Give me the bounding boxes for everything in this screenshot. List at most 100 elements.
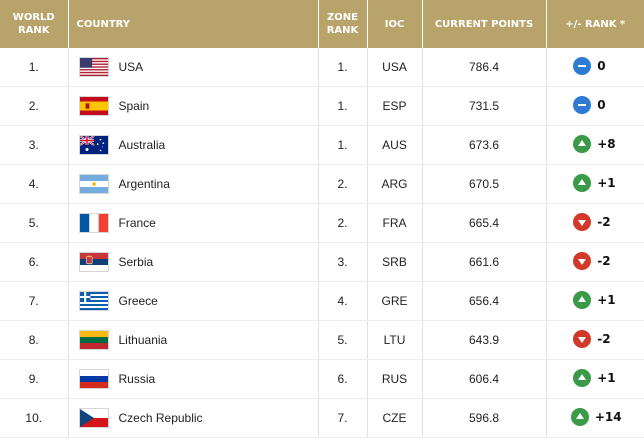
rank-change-value: +8 [597, 136, 616, 151]
table-row[interactable]: 10. Czech Republic 7. CZE 596.8 +14 [0, 398, 644, 438]
rank-change-cell: -2 [546, 320, 644, 360]
arrow-down-icon [573, 329, 592, 348]
current-points: 665.4 [422, 203, 547, 243]
world-rank: 9. [0, 359, 69, 399]
country-cell[interactable]: Russia [68, 359, 319, 399]
ioc-code: RUS [367, 359, 423, 399]
table-row[interactable]: 1. USA 1. USA 786.4 0 [0, 48, 644, 87]
table-row[interactable]: 8. Lithuania 5. LTU 643.9 -2 [0, 320, 644, 360]
country-cell[interactable]: France [68, 203, 319, 243]
current-points: 731.5 [422, 86, 547, 126]
world-rank: 8. [0, 320, 69, 360]
rank-change-cell: +14 [546, 398, 644, 438]
world-rank: 1. [0, 48, 69, 87]
country-name[interactable]: Argentina [118, 177, 170, 191]
rank-change-cell: 0 [546, 48, 644, 87]
country-cell[interactable]: Australia [68, 125, 319, 165]
no-change-icon [573, 95, 592, 114]
country-cell[interactable]: Greece [68, 281, 319, 321]
ioc-code: AUS [367, 125, 423, 165]
rank-change-value: +1 [597, 292, 616, 307]
arrow-down-icon [573, 251, 592, 270]
current-points: 661.6 [422, 242, 547, 282]
rank-change-value: 0 [597, 58, 606, 73]
zone-rank: 1. [318, 48, 368, 87]
header-country[interactable]: COUNTRY [68, 0, 319, 48]
country-cell[interactable]: Serbia [68, 242, 319, 282]
country-cell[interactable]: Lithuania [68, 320, 319, 360]
ioc-code: ESP [367, 86, 423, 126]
rank-change-cell: +1 [546, 281, 644, 321]
table-row[interactable]: 7. Greece 4. GRE 656.4 +1 [0, 281, 644, 321]
current-points: 596.8 [422, 398, 547, 438]
world-rank: 4. [0, 164, 69, 204]
table-row[interactable]: 3. Australia 1. AUS 673.6 +8 [0, 125, 644, 165]
table-row[interactable]: 2. Spain 1. ESP 731.5 0 [0, 86, 644, 126]
zone-rank: 2. [318, 164, 368, 204]
country-cell[interactable]: Argentina [68, 164, 319, 204]
ioc-code: ARG [367, 164, 423, 204]
rank-change-value: -2 [597, 214, 611, 229]
rank-change-cell: -2 [546, 242, 644, 282]
header-world-rank[interactable]: WORLD RANK [0, 0, 69, 48]
header-row: WORLD RANK COUNTRY ZONE RANK IOC CURRENT… [0, 0, 644, 48]
current-points: 673.6 [422, 125, 547, 165]
ioc-code: SRB [367, 242, 423, 282]
ioc-code: USA [367, 48, 423, 87]
country-name[interactable]: Greece [118, 294, 158, 308]
country-name[interactable]: Czech Republic [118, 411, 203, 425]
zone-rank: 2. [318, 203, 368, 243]
country-name[interactable]: Lithuania [118, 333, 168, 347]
ioc-code: FRA [367, 203, 423, 243]
world-rank: 6. [0, 242, 69, 282]
world-rank: 10. [0, 398, 69, 438]
country-name[interactable]: France [118, 216, 156, 230]
country-name[interactable]: Australia [118, 138, 166, 152]
lithuania-flag-icon [78, 330, 109, 350]
table-row[interactable]: 5. France 2. FRA 665.4 -2 [0, 203, 644, 243]
country-name[interactable]: Serbia [118, 255, 154, 269]
table-row[interactable]: 9. Russia 6. RUS 606.4 +1 [0, 359, 644, 399]
zone-rank: 5. [318, 320, 368, 360]
world-rank: 3. [0, 125, 69, 165]
zone-rank: 7. [318, 398, 368, 438]
rank-change-cell: +1 [546, 359, 644, 399]
current-points: 670.5 [422, 164, 547, 204]
country-cell[interactable]: Czech Republic [68, 398, 319, 438]
country-name[interactable]: Russia [118, 372, 156, 386]
country-cell[interactable]: USA [68, 48, 319, 87]
country-name[interactable]: USA [118, 60, 144, 74]
current-points: 786.4 [422, 48, 547, 87]
current-points: 656.4 [422, 281, 547, 321]
france-flag-icon [78, 213, 109, 233]
country-name[interactable]: Spain [118, 99, 150, 113]
table-row[interactable]: 4. Argentina 2. ARG 670.5 +1 [0, 164, 644, 204]
header-rank-change[interactable]: +/- RANK * [546, 0, 644, 48]
rank-change-value: -2 [597, 253, 611, 268]
arrow-up-icon [573, 368, 592, 387]
czech-republic-flag-icon [78, 408, 109, 428]
arrow-down-icon [573, 212, 592, 231]
world-rank: 7. [0, 281, 69, 321]
rank-change-cell: +1 [546, 164, 644, 204]
header-zone-rank[interactable]: ZONE RANK [318, 0, 368, 48]
no-change-icon [573, 56, 592, 75]
table-row[interactable]: 6. Serbia 3. SRB 661.6 -2 [0, 242, 644, 282]
rank-change-value: +14 [594, 409, 622, 424]
spain-flag-icon [78, 96, 109, 116]
rank-change-cell: 0 [546, 86, 644, 126]
arrow-up-icon [570, 407, 589, 426]
header-current-points[interactable]: CURRENT POINTS [422, 0, 547, 48]
header-ioc[interactable]: IOC [367, 0, 423, 48]
australia-flag-icon [78, 135, 109, 155]
current-points: 643.9 [422, 320, 547, 360]
current-points: 606.4 [422, 359, 547, 399]
rank-change-cell: -2 [546, 203, 644, 243]
country-cell[interactable]: Spain [68, 86, 319, 126]
rank-change-cell: +8 [546, 125, 644, 165]
arrow-up-icon [573, 134, 592, 153]
ioc-code: GRE [367, 281, 423, 321]
argentina-flag-icon [78, 174, 109, 194]
world-rank: 2. [0, 86, 69, 126]
